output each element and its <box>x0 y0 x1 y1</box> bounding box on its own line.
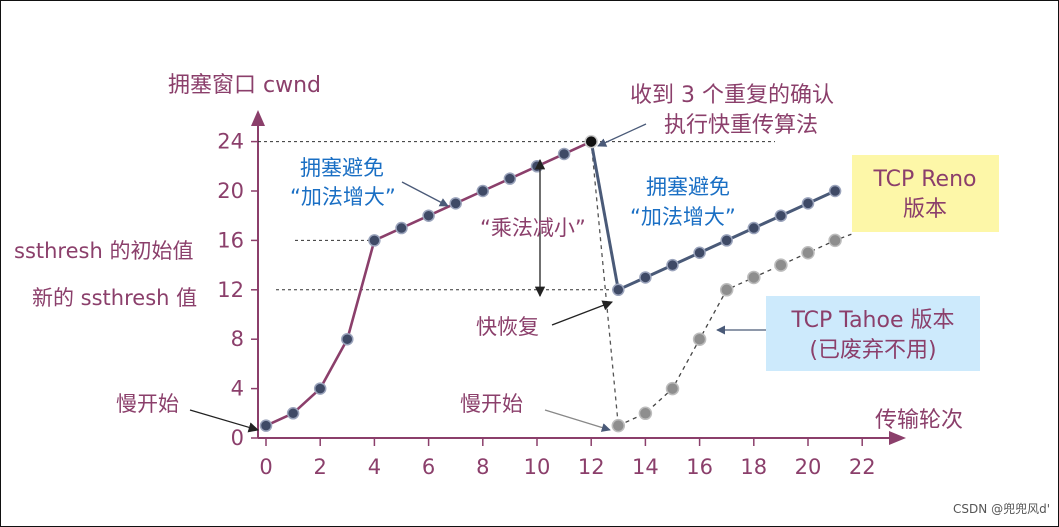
x-axis-title: 传输轮次 <box>875 408 963 433</box>
tahoe-legend-line1: TCP Tahoe 版本 <box>791 308 955 333</box>
reno-point <box>666 258 679 272</box>
x-axis-arrow <box>889 431 906 445</box>
tahoe-point <box>611 418 626 433</box>
y-axis-arrow <box>251 110 265 126</box>
y-tick-label: 8 <box>231 327 244 351</box>
reno-point <box>639 271 652 284</box>
fast-recovery-arrow <box>551 300 613 326</box>
tahoe-point <box>774 258 788 272</box>
reno-point <box>557 147 571 161</box>
reno-point <box>286 407 300 420</box>
reno-point <box>774 209 788 222</box>
reno-point <box>341 332 354 346</box>
x-tick-label: 22 <box>849 455 876 479</box>
tahoe-point <box>828 233 842 248</box>
slow-start-1-arrow <box>189 409 259 433</box>
reno-legend-line1: TCP Reno <box>872 167 976 192</box>
triple-dup-ack-arrow <box>597 123 647 147</box>
triple-dup-ack-line2: 执行快重传算法 <box>664 113 818 138</box>
y-tick-label: 20 <box>217 179 244 203</box>
reno-point <box>612 283 625 297</box>
reno-drop-line <box>589 141 620 291</box>
y-ticks: 0 4 8 12 16 20 24 <box>217 130 258 450</box>
y-tick-label: 0 <box>231 426 244 450</box>
reno-point <box>503 172 517 185</box>
y-tick-label: 16 <box>217 228 244 252</box>
y-tick-label: 12 <box>217 278 244 302</box>
reno-point <box>422 209 435 222</box>
y-tick-label: 4 <box>231 377 244 401</box>
reno-point <box>828 184 842 198</box>
tahoe-point <box>747 270 761 285</box>
x-tick-label: 12 <box>578 455 605 479</box>
reno-point <box>530 160 544 173</box>
reno-point <box>476 184 490 198</box>
triple-dup-ack-line1: 收到 3 个重复的确认 <box>630 83 834 108</box>
tahoe-line <box>618 233 852 427</box>
slow-start-label-1: 慢开始 <box>116 392 179 416</box>
cong-avoid-1-line2: “加法增大” <box>290 185 396 209</box>
tahoe-legend-box <box>766 296 980 371</box>
x-tick-label: 16 <box>686 455 713 479</box>
reference-lines <box>258 141 775 291</box>
tahoe-point <box>638 406 653 421</box>
fast-recovery-label: 快恢复 <box>476 315 539 339</box>
reno-point <box>368 234 381 247</box>
x-tick-label: 4 <box>368 455 381 479</box>
mult-decrease-label: “乘法减小” <box>480 216 586 240</box>
tahoe-drop-line <box>590 141 619 426</box>
x-tick-label: 18 <box>740 455 767 479</box>
tahoe-point <box>801 246 815 260</box>
reno-legend-line2: 版本 <box>903 197 947 222</box>
tahoe-legend-line2: (已废弃不用) <box>809 338 936 363</box>
tahoe-point <box>719 283 734 297</box>
ssthresh-new-label: 新的 ssthresh 值 <box>32 286 197 310</box>
y-tick-label: 24 <box>217 130 244 154</box>
tahoe-point <box>665 381 680 396</box>
ssthresh-initial-label: ssthresh 的初始值 <box>14 239 193 263</box>
watermark: CSDN @兜兜风d' <box>953 501 1050 516</box>
x-tick-label: 8 <box>476 455 489 479</box>
slow-start-2-arrow <box>544 409 611 432</box>
x-ticks: 0 2 4 6 8 10 12 14 16 18 20 22 <box>259 438 876 479</box>
reno-point <box>720 234 733 247</box>
slow-start-label-2: 慢开始 <box>460 392 523 416</box>
x-tick-label: 6 <box>422 455 435 479</box>
cong-avoid-1-line1: 拥塞避免 <box>300 156 384 180</box>
cong-avoid-1-arrow <box>401 181 449 207</box>
reno-legend-box <box>852 155 999 232</box>
x-tick-label: 20 <box>795 455 822 479</box>
reno-point <box>313 382 327 395</box>
x-tick-label: 2 <box>314 455 327 479</box>
tahoe-series <box>590 141 852 433</box>
y-axis-title: 拥塞窗口 cwnd <box>168 73 321 98</box>
reno-point <box>395 221 408 235</box>
reno-point <box>801 197 815 210</box>
cong-avoid-2-line1: 拥塞避免 <box>646 175 730 199</box>
x-tick-label: 10 <box>524 455 551 479</box>
reno-point <box>259 419 273 432</box>
reno-peak-point <box>584 134 598 149</box>
x-tick-label: 0 <box>259 455 272 479</box>
reno-point <box>693 246 706 259</box>
reno-point <box>747 221 761 235</box>
cong-avoid-2-line2: “加法增大” <box>630 205 736 229</box>
tahoe-point <box>692 332 707 346</box>
x-tick-label: 14 <box>632 455 659 479</box>
reno-point <box>449 197 462 210</box>
